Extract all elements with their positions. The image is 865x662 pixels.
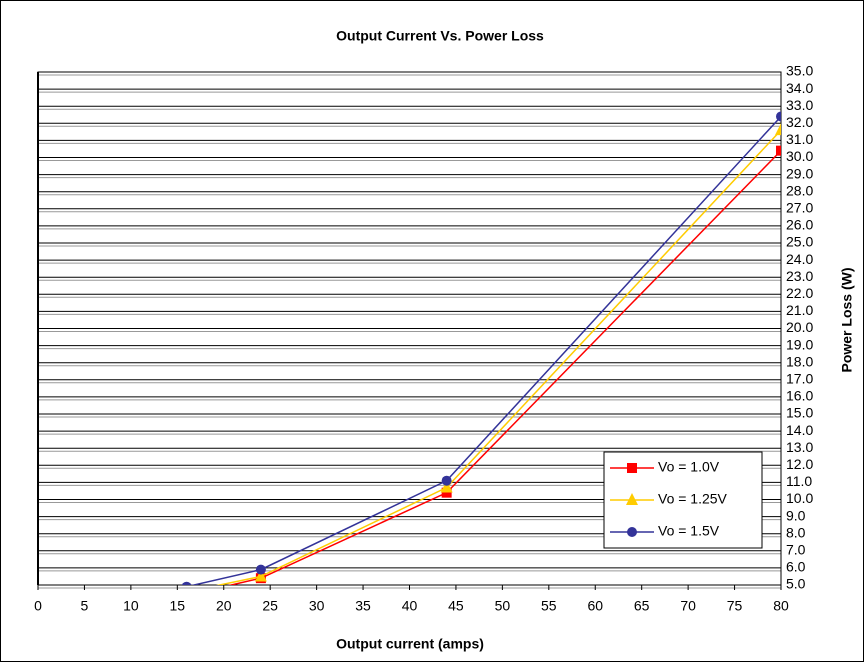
x-tick-label: 20 xyxy=(216,598,232,614)
marker xyxy=(627,463,637,473)
marker xyxy=(181,581,192,585)
marker xyxy=(626,493,638,505)
x-tick-label: 15 xyxy=(170,598,186,614)
marker xyxy=(440,480,453,493)
x-tick-label: 35 xyxy=(355,598,371,614)
y-tick-label: 33.0 xyxy=(786,97,813,113)
y-tick-label: 29.0 xyxy=(786,165,813,181)
x-tick-label: 70 xyxy=(680,598,696,614)
y-tick-label: 20.0 xyxy=(786,319,813,335)
marker xyxy=(627,527,637,537)
y-tick-label: 11.0 xyxy=(786,473,812,489)
y-tick-label: 14.0 xyxy=(786,422,813,438)
y-tick-label: 9.0 xyxy=(786,507,806,523)
x-tick-label: 55 xyxy=(541,598,557,614)
y-tick-label: 13.0 xyxy=(786,439,813,455)
x-tick-label: 10 xyxy=(123,598,139,614)
x-tick-label: 30 xyxy=(309,598,325,614)
x-tick-label: 45 xyxy=(448,598,464,614)
x-tick-label: 80 xyxy=(773,598,789,614)
x-tick-label: 75 xyxy=(727,598,743,614)
y-tick-label: 18.0 xyxy=(786,353,813,369)
y-tick-label: 30.0 xyxy=(786,148,813,164)
y-tick-label: 23.0 xyxy=(786,268,813,284)
x-axis-label: Output current (amps) xyxy=(336,636,484,652)
x-tick-label: 5 xyxy=(81,598,89,614)
y-tick-label: 27.0 xyxy=(786,200,813,216)
marker xyxy=(255,564,266,575)
y-tick-label: 12.0 xyxy=(786,456,813,472)
x-tick-label: 65 xyxy=(634,598,650,614)
marker xyxy=(254,569,267,582)
series-line xyxy=(227,150,781,585)
y-axis-label: Power Loss (W) xyxy=(839,267,855,372)
y-tick-label: 15.0 xyxy=(786,405,813,421)
y-tick-label: 7.0 xyxy=(786,542,806,558)
marker xyxy=(776,111,781,122)
legend-label: Vo = 1.5V xyxy=(658,523,720,539)
chart-title: Output Current Vs. Power Loss xyxy=(336,28,544,44)
y-tick-label: 8.0 xyxy=(786,524,806,540)
series-line xyxy=(190,115,781,585)
marker xyxy=(775,123,781,136)
marker xyxy=(441,487,452,498)
y-tick-label: 31.0 xyxy=(786,131,813,147)
legend-label: Vo = 1.25V xyxy=(658,491,728,507)
marker xyxy=(441,475,452,486)
y-tick-label: 10.0 xyxy=(786,490,813,506)
y-tick-label: 17.0 xyxy=(786,371,813,387)
legend-label: Vo = 1.0V xyxy=(658,459,720,475)
y-tick-label: 19.0 xyxy=(786,336,813,352)
x-tick-label: 50 xyxy=(495,598,511,614)
y-tick-label: 22.0 xyxy=(786,285,813,301)
y-tick-label: 28.0 xyxy=(786,182,813,198)
y-tick-label: 35.0 xyxy=(786,63,813,79)
y-tick-label: 24.0 xyxy=(786,251,813,267)
y-tick-label: 6.0 xyxy=(786,559,806,575)
x-tick-label: 60 xyxy=(587,598,603,614)
marker xyxy=(776,145,781,156)
series-line xyxy=(215,129,781,585)
y-tick-label: 25.0 xyxy=(786,234,813,250)
x-tick-label: 0 xyxy=(34,598,42,614)
x-tick-label: 25 xyxy=(262,598,278,614)
y-tick-label: 34.0 xyxy=(786,80,813,96)
y-tick-label: 26.0 xyxy=(786,217,813,233)
y-tick-label: 32.0 xyxy=(786,114,813,130)
y-tick-label: 21.0 xyxy=(786,302,813,318)
y-tick-label: 5.0 xyxy=(786,576,806,592)
y-tick-label: 16.0 xyxy=(786,388,813,404)
x-tick-label: 40 xyxy=(402,598,418,614)
plot-area xyxy=(181,111,781,585)
